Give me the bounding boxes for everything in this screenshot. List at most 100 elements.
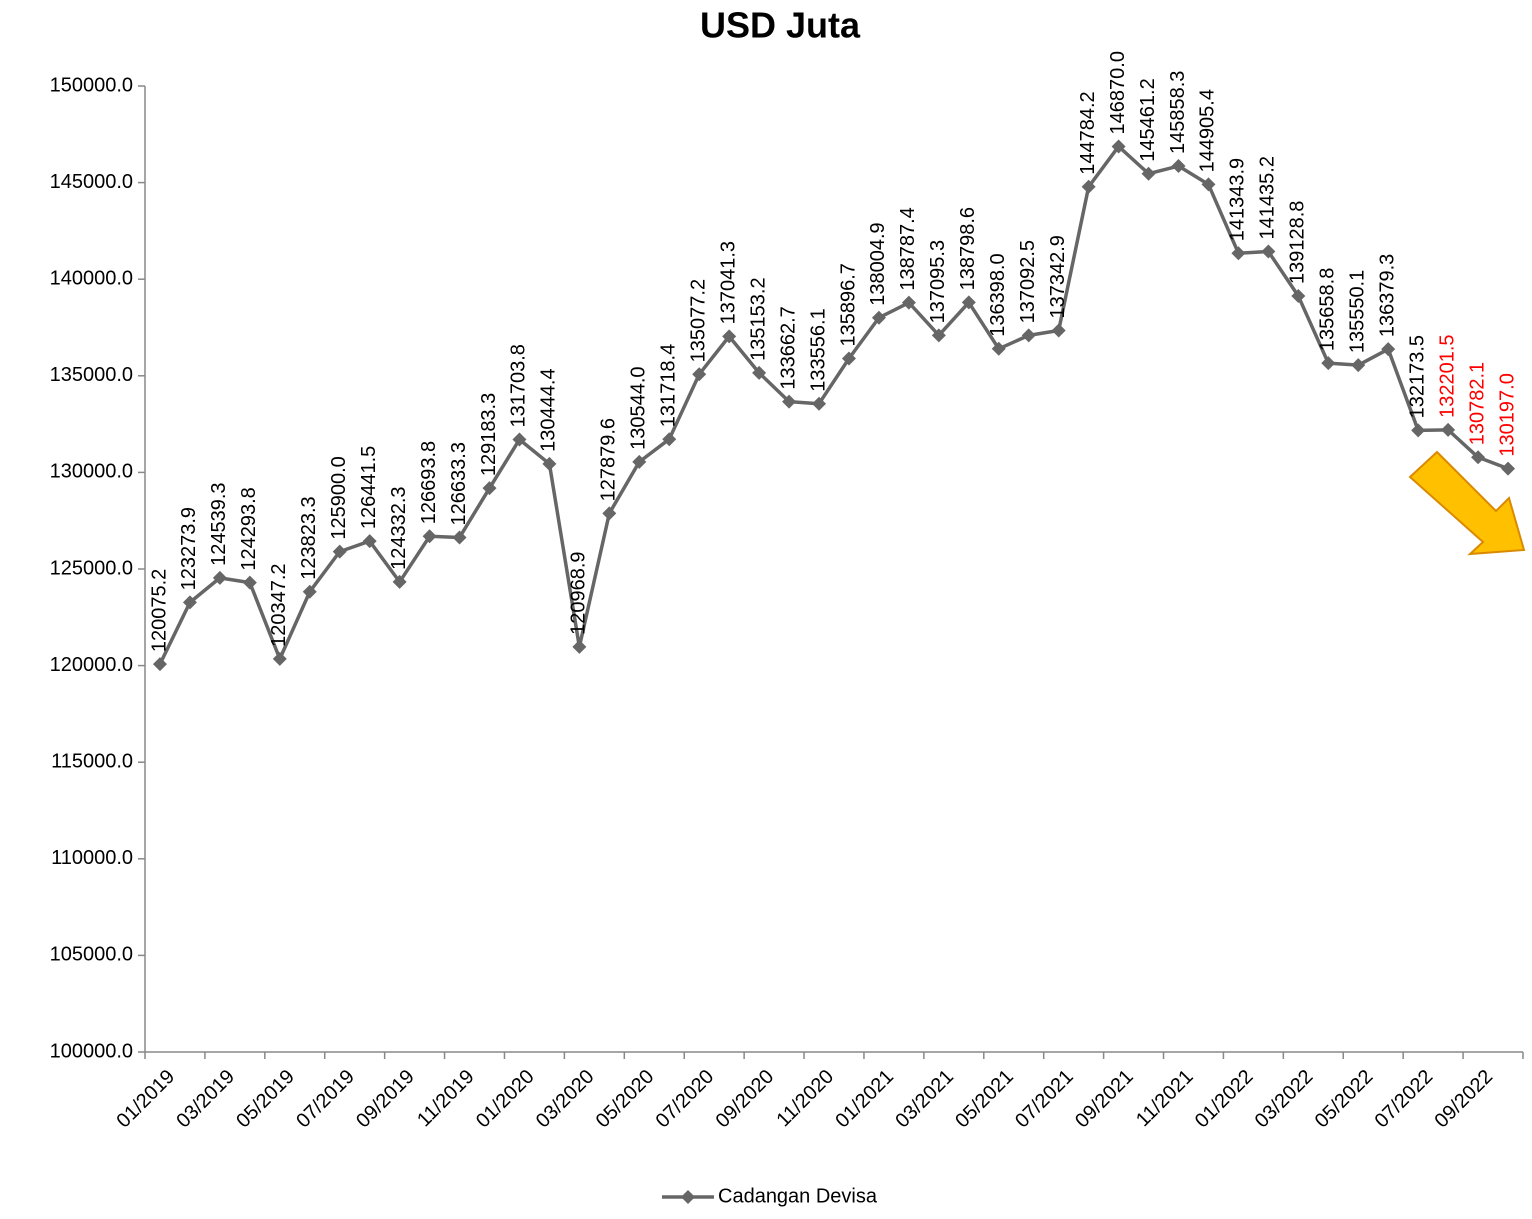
data-point	[152, 657, 167, 672]
data-point	[1111, 139, 1126, 154]
trend-arrow	[1408, 450, 1526, 556]
data-label: 146870.0	[1107, 51, 1129, 134]
x-tick-label: 11/2020	[773, 1066, 839, 1132]
data-label: 145461.2	[1137, 78, 1159, 161]
data-label: 126693.8	[418, 441, 440, 524]
data-label: 123823.3	[298, 496, 320, 579]
y-tick-label: 135000.0	[50, 364, 133, 386]
data-point	[722, 329, 737, 344]
data-label: 141435.2	[1257, 156, 1279, 239]
data-label: 135077.2	[687, 279, 709, 362]
data-point	[1141, 166, 1156, 181]
data-label: 124539.3	[208, 482, 230, 565]
x-tick-label: 07/2021	[1011, 1066, 1078, 1133]
data-point	[212, 570, 227, 585]
data-label: 133662.7	[777, 306, 799, 389]
data-label: 124293.8	[238, 487, 260, 570]
data-point	[812, 396, 827, 411]
x-tick-label: 11/2019	[413, 1066, 479, 1132]
data-point	[1291, 289, 1306, 304]
data-point	[1381, 342, 1396, 357]
data-point	[1351, 358, 1366, 373]
x-tick-label: 07/2020	[652, 1066, 719, 1133]
data-point	[542, 456, 557, 471]
data-label: 123273.9	[178, 507, 200, 590]
data-label: 131718.4	[658, 344, 680, 427]
data-point	[1471, 450, 1486, 465]
y-tick-label: 110000.0	[51, 847, 133, 869]
x-tick-label: 05/2021	[951, 1066, 1018, 1133]
legend-label: Cadangan Devisa	[718, 1185, 878, 1207]
data-point	[901, 295, 916, 310]
data-point	[242, 575, 257, 590]
x-tick-label: 01/2019	[112, 1066, 179, 1133]
data-label: 120347.2	[268, 563, 290, 646]
data-point	[1081, 179, 1096, 194]
data-label: 126633.3	[448, 442, 470, 525]
data-label: 120968.9	[568, 551, 590, 634]
x-tick-label: 03/2020	[532, 1066, 599, 1133]
y-tick-label: 120000.0	[50, 654, 133, 676]
data-point	[572, 639, 587, 654]
data-label: 135550.1	[1347, 270, 1369, 353]
data-point	[1231, 246, 1246, 261]
data-point	[991, 341, 1006, 356]
data-point	[1321, 356, 1336, 371]
data-label: 145858.3	[1167, 71, 1189, 154]
x-tick-label: 07/2022	[1371, 1066, 1438, 1133]
data-point	[272, 651, 287, 666]
legend-marker	[681, 1190, 695, 1204]
series-line	[158, 144, 1509, 665]
data-label: 131703.8	[508, 344, 530, 427]
data-label: 144905.4	[1197, 89, 1219, 172]
data-label: 129183.3	[478, 393, 500, 476]
y-tick-label: 105000.0	[50, 944, 133, 966]
data-point	[841, 351, 856, 366]
x-tick-label: 05/2020	[592, 1066, 659, 1133]
x-tick-label: 03/2022	[1251, 1066, 1318, 1133]
data-point	[931, 328, 946, 343]
data-point	[782, 394, 797, 409]
x-tick-label: 01/2022	[1191, 1066, 1258, 1133]
y-tick-label: 140000.0	[50, 267, 133, 289]
data-label: 130197.0	[1496, 373, 1518, 456]
data-label: 130444.4	[538, 368, 560, 451]
x-tick-label: 01/2021	[831, 1066, 898, 1133]
data-point	[1201, 177, 1216, 192]
chart-title: USD Juta	[700, 5, 861, 46]
data-point	[632, 454, 647, 469]
data-label: 125900.0	[328, 456, 350, 539]
data-label: 138798.6	[957, 207, 979, 290]
data-point	[1171, 159, 1186, 174]
data-point	[182, 595, 197, 610]
data-point	[302, 584, 317, 599]
data-label: 127879.6	[598, 418, 620, 501]
x-tick-label: 03/2021	[891, 1066, 958, 1133]
data-label: 138004.9	[867, 222, 889, 305]
y-tick-label: 130000.0	[50, 461, 133, 483]
data-label: 132201.5	[1436, 334, 1458, 417]
data-label: 135153.2	[747, 277, 769, 360]
data-point	[452, 530, 467, 545]
data-point	[1051, 323, 1066, 338]
y-tick-label: 145000.0	[50, 171, 133, 193]
data-point	[1021, 328, 1036, 343]
data-label: 141343.9	[1227, 158, 1249, 241]
data-label: 144784.2	[1077, 91, 1099, 174]
data-label: 130782.1	[1466, 362, 1488, 445]
data-point	[752, 365, 767, 380]
data-point	[692, 367, 707, 382]
data-label: 136379.3	[1376, 254, 1398, 337]
data-point	[1261, 244, 1276, 259]
data-point	[961, 295, 976, 310]
data-point	[332, 544, 347, 559]
y-tick-label: 150000.0	[50, 74, 133, 96]
data-point	[1501, 461, 1516, 476]
data-label: 138787.4	[897, 207, 919, 290]
data-point	[392, 574, 407, 589]
x-tick-label: 01/2020	[472, 1066, 539, 1133]
y-tick-label: 115000.0	[51, 750, 133, 772]
x-tick-label: 09/2021	[1071, 1066, 1138, 1133]
data-label: 137342.9	[1047, 235, 1069, 318]
x-tick-label: 09/2020	[712, 1066, 779, 1133]
